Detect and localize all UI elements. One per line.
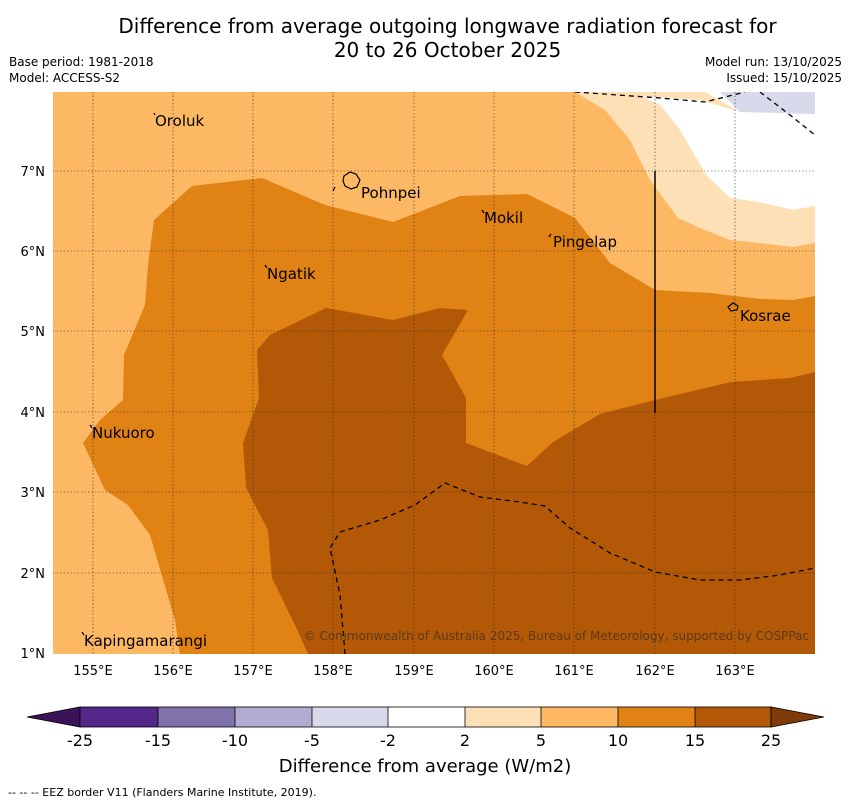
map-area[interactable]: Oroluk Pohnpei Mokil Pingelap Ngatik Kos… [53, 92, 815, 654]
lat-label: 7°N [21, 165, 46, 180]
lat-label: 5°N [21, 325, 46, 340]
lon-label: 160°E [474, 664, 514, 679]
lon-label: 162°E [635, 664, 675, 679]
colorbar-title: Difference from average (W/m2) [279, 756, 571, 777]
copyright-text: © Commonwealth of Australia 2025, Bureau… [304, 629, 809, 643]
colorbar-bin [235, 707, 312, 727]
lat-label: 6°N [21, 245, 46, 260]
colorbar-bin [80, 707, 158, 727]
eez-borders [329, 92, 815, 654]
title-line-2: 20 to 26 October 2025 [333, 38, 562, 62]
colorbar-bin [618, 707, 695, 727]
colorbar-label: -2 [380, 731, 396, 750]
region-minus-5-2 [720, 92, 815, 114]
place-oroluk: Oroluk [155, 112, 204, 130]
base-period: Base period: 1981-2018 [9, 55, 154, 69]
lat-axis: 7°N 6°N 5°N 4°N 3°N 2°N 1°N [21, 165, 46, 662]
region-5-10-strip [575, 92, 815, 247]
colorbar-low-extend [26, 706, 81, 728]
lon-label: 159°E [394, 664, 434, 679]
place-pingelap: Pingelap [553, 233, 617, 251]
colorbar-bin [388, 707, 465, 727]
lon-axis: 155°E 156°E 157°E 158°E 159°E 160°E 161°… [73, 664, 755, 679]
region-neutral [640, 92, 815, 210]
lon-label: 157°E [233, 664, 273, 679]
colorbar-label: 15 [685, 731, 705, 750]
colorbar-label: -10 [222, 731, 248, 750]
colorbar-bin [312, 707, 388, 727]
meta-right: Model run: 13/10/2025 Issued: 15/10/2025 [705, 54, 842, 86]
place-pohnpei: Pohnpei [361, 184, 421, 202]
place-kapingamarangi: Kapingamarangi [84, 632, 207, 650]
colorbar-label: 25 [761, 731, 781, 750]
lat-label: 3°N [21, 486, 46, 501]
lon-label: 155°E [73, 664, 113, 679]
meta-left: Base period: 1981-2018 Model: ACCESS-S2 [9, 54, 154, 86]
kosrae-outline [727, 302, 739, 312]
colorbar-bin [158, 707, 235, 727]
issued-date: Issued: 15/10/2025 [726, 71, 842, 85]
place-ngatik: Ngatik [267, 265, 316, 283]
colorbar-label: -25 [67, 731, 93, 750]
region-15-25 [243, 308, 815, 654]
colorbar-bin [541, 707, 618, 727]
chart-title: Difference from average outgoing longwav… [0, 14, 850, 62]
model-run: Model run: 13/10/2025 [704, 55, 842, 69]
colorbar: -25 -15 -10 -5 -2 2 5 10 15 25 Differenc… [26, 706, 825, 777]
eez-footnote: -- -- -- EEZ border V11 (Flanders Marine… [8, 786, 317, 799]
lat-label: 2°N [21, 567, 46, 582]
pohnpei-outline [342, 171, 361, 190]
colorbar-label: -15 [145, 731, 171, 750]
colorbar-label: 5 [536, 731, 546, 750]
colorbar-high-extend [770, 706, 825, 728]
colorbar-bin [465, 707, 541, 727]
lon-label: 163°E [715, 664, 755, 679]
islands [81, 112, 739, 636]
lon-label: 158°E [313, 664, 353, 679]
place-kosrae: Kosrae [740, 307, 791, 325]
place-mokil: Mokil [484, 209, 523, 227]
title-line-1: Difference from average outgoing longwav… [118, 14, 777, 38]
lon-label: 156°E [153, 664, 193, 679]
colorbar-label: -5 [304, 731, 320, 750]
model-name: Model: ACCESS-S2 [9, 71, 121, 85]
lon-label: 161°E [554, 664, 594, 679]
lat-label: 4°N [21, 406, 46, 421]
place-nukuoro: Nukuoro [92, 424, 155, 442]
colorbar-label: 10 [608, 731, 628, 750]
colorbar-bin [695, 707, 771, 727]
lat-label: 1°N [21, 647, 46, 662]
colorbar-label: 2 [460, 731, 470, 750]
